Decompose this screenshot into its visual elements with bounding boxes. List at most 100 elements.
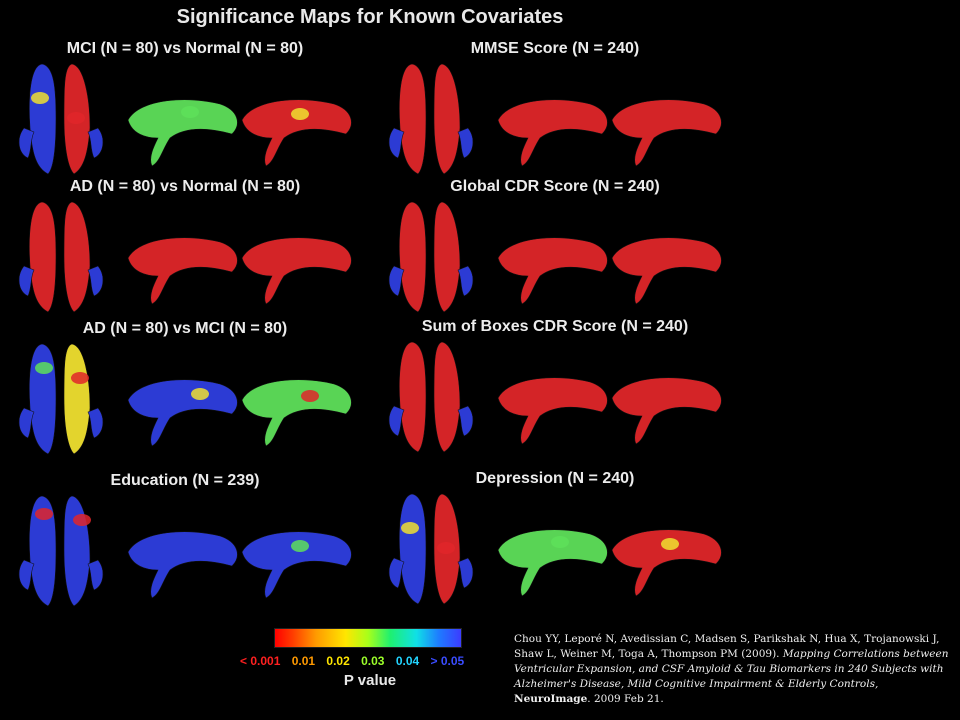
ventricle-map [18,201,352,313]
left-lobe-top-view [29,343,57,455]
right-horn [457,265,474,297]
significance-patch [301,390,319,402]
right-lobe-top-view [433,341,461,453]
legend-label: 0.04 [395,654,420,668]
citation: Chou YY, Leporé N, Avedissian C, Madsen … [514,632,954,707]
citation-journal: NeuroImage [514,693,588,705]
left-horn [388,265,405,297]
right-lobe-top-view [433,201,461,313]
ventricle-map [18,343,352,455]
left-horn [18,559,35,591]
right-lobe-top-view [63,343,91,455]
left-horn [388,405,405,437]
legend-title: P value [343,672,397,689]
side-view-ventricle-1 [497,377,608,445]
panel-title: Global CDR Score (N = 240) [450,178,660,195]
right-horn [87,407,104,439]
citation-date: . 2009 Feb 21. [587,693,664,705]
left-lobe-top-view [29,201,57,313]
right-lobe-top-view [63,201,91,313]
side-view-ventricle-1 [497,99,608,167]
legend-label: < 0.001 [240,654,281,668]
significance-patch [67,112,85,124]
significance-patch [401,522,419,534]
panel-global-cdr: Global CDR Score (N = 240) [380,178,730,318]
right-horn [87,559,104,591]
significance-patch [71,372,89,384]
significance-patch [291,540,309,552]
right-lobe-top-view [63,495,91,607]
legend-label: > 0.05 [430,654,465,668]
left-lobe-top-view [399,341,427,453]
side-view-ventricle-2 [241,237,352,305]
citation-authors: Chou YY, Leporé N, Avedissian C, Madsen … [514,633,940,660]
significance-patch [73,514,91,526]
ventricle-map [388,63,722,175]
right-horn [87,265,104,297]
ventricle-map [388,201,722,313]
significance-patch [35,508,53,520]
significance-patch [181,106,199,118]
figure-title: Significance Maps for Known Covariates [176,6,564,28]
left-horn [18,407,35,439]
significance-patch [661,538,679,550]
legend-label: 0.02 [326,654,350,668]
side-view-ventricle-2 [611,99,722,167]
right-horn [457,127,474,159]
panel-title: AD (N = 80) vs Normal (N = 80) [69,178,301,195]
ventricle-map [18,495,352,607]
side-view-ventricle-2 [611,377,722,445]
left-horn [388,127,405,159]
ventricle-map [388,341,722,453]
side-view-ventricle-1 [127,99,238,167]
right-horn [87,127,104,159]
right-horn [457,557,474,589]
right-lobe-top-view [433,63,461,175]
left-horn [18,127,35,159]
panel-title: MCI (N = 80) vs Normal (N = 80) [66,40,304,57]
side-view-ventricle-1 [127,237,238,305]
panel-title: Education (N = 239) [110,472,260,489]
citation-paper-title: Mapping Correlations between Ventricular… [514,648,949,690]
side-view-ventricle-2 [241,379,352,447]
pvalue-colorbar [274,628,462,648]
panel-ad-vs-normal: AD (N = 80) vs Normal (N = 80) [10,178,360,318]
legend-label: 0.01 [291,654,316,668]
panel-title: Depression (N = 240) [475,470,635,487]
left-lobe-top-view [29,495,57,607]
panel-sum-of-boxes-cdr: Sum of Boxes CDR Score (N = 240) [380,318,730,458]
side-view-ventricle-2 [241,531,352,599]
left-lobe-top-view [29,63,57,175]
ventricle-map [388,493,722,605]
side-view-ventricle-2 [611,237,722,305]
legend-label: 0.03 [361,654,385,668]
pvalue-tick-labels: < 0.001 0.01 0.02 0.03 0.04 > 0.05 [240,654,500,668]
significance-patch [31,92,49,104]
side-view-ventricle-1 [497,529,608,597]
left-lobe-top-view [399,63,427,175]
side-view-ventricle-1 [127,379,238,447]
panel-title: Sum of Boxes CDR Score (N = 240) [421,318,689,335]
significance-patch [551,536,569,548]
panel-mmse: MMSE Score (N = 240) [380,40,730,180]
panel-ad-vs-mci: AD (N = 80) vs MCI (N = 80) [10,320,360,460]
right-horn [457,405,474,437]
panel-education: Education (N = 239) [10,472,360,612]
side-view-ventricle-2 [241,99,352,167]
side-view-ventricle-2 [611,529,722,597]
left-lobe-top-view [399,201,427,313]
side-view-ventricle-1 [127,531,238,599]
significance-patch [35,362,53,374]
panel-mci-vs-normal: MCI (N = 80) vs Normal (N = 80) [10,40,360,180]
left-lobe-top-view [399,493,427,605]
significance-patch [291,108,309,120]
panel-depression: Depression (N = 240) [380,470,730,610]
left-horn [388,557,405,589]
left-horn [18,265,35,297]
panel-title: MMSE Score (N = 240) [470,40,640,57]
significance-patch [191,388,209,400]
side-view-ventricle-1 [497,237,608,305]
panel-title: AD (N = 80) vs MCI (N = 80) [82,320,288,337]
significance-patch [437,542,455,554]
ventricle-map [18,63,352,175]
